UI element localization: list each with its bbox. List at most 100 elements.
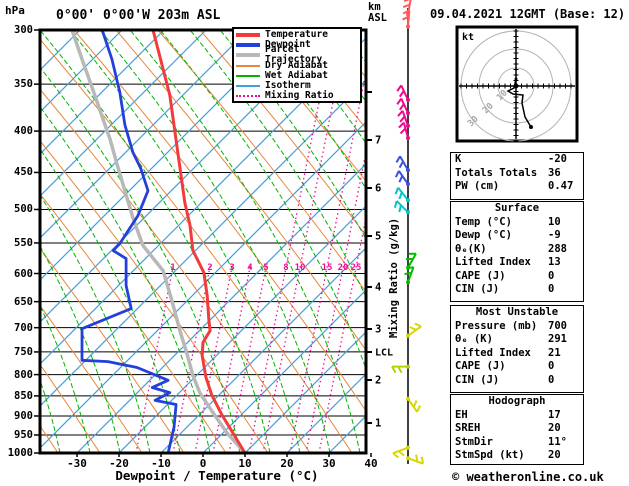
stat-value: 36 <box>548 166 561 179</box>
legend-swatch-dewpoint <box>236 43 260 48</box>
km-axis-label: 1 <box>375 418 381 430</box>
x-axis-caption: Dewpoint / Temperature (°C) <box>115 468 319 483</box>
wet-adiabat-line <box>40 304 91 453</box>
wind-barb-base-dot <box>406 123 410 128</box>
wind-barb <box>392 445 410 459</box>
stat-value: 20 <box>548 422 561 434</box>
wind-barb-feather <box>402 15 410 21</box>
wind-barb-base-dot <box>406 168 410 173</box>
stat-label: CIN (J) <box>455 373 500 386</box>
legend-label: Parcel Trajectory <box>265 44 323 66</box>
stat-value: 291 <box>548 333 567 345</box>
stat-row: K -20 <box>451 153 583 167</box>
pressure-axis-label: 500 <box>14 203 33 216</box>
dry-adiabat-line <box>73 30 366 412</box>
stat-label: StmDir <box>455 435 493 448</box>
stat-label: Dewp (°C) <box>455 229 512 241</box>
wind-barb-base-dot <box>406 136 410 141</box>
legend-label: Wet Adiabat <box>265 69 328 81</box>
isotherm-line <box>40 30 123 113</box>
stat-value: 21 <box>548 346 561 359</box>
wind-barb-feather <box>392 452 399 459</box>
wind-barb-feather <box>398 161 404 169</box>
wind-barb-feather <box>398 121 405 129</box>
mixing-ratio-line <box>172 264 212 453</box>
surface-box: Surface Temp (°C) 10 Dewp (°C) -9 θₑ(K) 288 Li… <box>450 201 584 302</box>
wind-barb-base-dot <box>406 280 410 285</box>
wet-adiabat-line <box>40 105 211 453</box>
wind-barb-base-dot <box>406 24 410 29</box>
pressure-axis-label: 950 <box>14 428 33 441</box>
legend-swatch-temperature <box>236 33 260 38</box>
wind-barb <box>398 121 410 141</box>
wind-barb-base-dot <box>406 198 410 203</box>
wind-barb-shaft <box>407 266 415 283</box>
wind-barb <box>406 396 422 413</box>
stat-row: Lifted Index 21 <box>451 347 583 361</box>
wind-barb-shaft <box>407 325 422 337</box>
isotherm-line <box>244 331 366 453</box>
km-axis-label: 5 <box>375 231 381 243</box>
lcl-label: LCL <box>375 348 393 359</box>
stat-value: 20 <box>548 449 561 461</box>
mixing-ratio-value-label: 5 <box>263 263 268 273</box>
wind-barb-feather <box>399 90 405 98</box>
km-axis-label: 4 <box>375 282 381 294</box>
hodograph-origin-dot <box>513 83 519 89</box>
stat-label: Lifted Index <box>455 256 531 268</box>
km-axis-label: 3 <box>375 324 381 336</box>
wind-barb-shaft <box>407 253 417 269</box>
dry-adiabat-line <box>40 38 353 453</box>
pressure-axis-label: 600 <box>14 267 33 280</box>
stat-row: Pressure (mb) 700 <box>451 320 583 334</box>
isotherm-line <box>202 289 366 453</box>
wind-barb-shaft <box>407 10 411 27</box>
isotherm-line <box>286 373 366 453</box>
stat-row: EH 17 <box>451 409 583 423</box>
stat-label: CAPE (J) <box>455 269 506 282</box>
wind-barb-feather <box>398 175 404 183</box>
temp-axis-label: 20 <box>280 457 294 470</box>
stat-value: 13 <box>548 256 561 268</box>
wind-barb-feather <box>398 192 403 200</box>
km-axis-label: 2 <box>375 375 381 387</box>
wind-barb-feather <box>402 9 410 15</box>
pressure-axis-label: 750 <box>14 345 33 358</box>
stat-value: 17 <box>548 408 561 421</box>
legend-item: Dewpoint <box>236 40 360 50</box>
wind-barb <box>406 454 425 465</box>
pressure-axis-label: 350 <box>14 78 33 91</box>
temp-axis-label: -10 <box>151 457 171 470</box>
stat-row: StmDir 11° <box>451 436 583 450</box>
legend-label: Mixing Ratio <box>265 90 334 102</box>
temp-axis-label: -20 <box>109 457 129 470</box>
wind-barb-feather <box>394 170 400 178</box>
stat-row: CAPE (J) 0 <box>451 360 583 374</box>
most-unstable-box-title: Most Unstable <box>475 306 559 318</box>
pressure-axis-label: 450 <box>14 166 33 179</box>
wind-barb-feather <box>396 97 403 105</box>
stat-label: SREH <box>455 422 481 434</box>
stat-value: 10 <box>548 215 561 228</box>
hodograph-unit-label: kt <box>462 32 474 43</box>
mixing-ratio-line <box>194 264 234 453</box>
pressure-axis-label: 650 <box>14 295 33 308</box>
stat-value: 0 <box>548 269 555 282</box>
wind-barb-base-dot <box>406 333 410 338</box>
isotherm-line <box>40 30 165 155</box>
legend-item: Wet Adiabat <box>236 69 360 81</box>
wind-barb-feather <box>404 271 412 276</box>
temp-axis-label: -30 <box>67 457 87 470</box>
wind-barb <box>395 155 410 173</box>
hodograph-trace-end-dot <box>529 125 533 129</box>
isotherm-line <box>76 163 366 453</box>
copyright-credit: © weatheronline.co.uk <box>452 470 604 484</box>
legend-item: Isotherm <box>236 81 360 91</box>
pressure-unit-label: hPa <box>5 4 25 17</box>
wind-barb-feather <box>398 450 405 457</box>
legend: Temperature Dewpoint Parcel Trajectory Dry … <box>232 27 362 103</box>
legend-swatch-dry-adiabat <box>236 64 260 67</box>
stat-label: Pressure (mb) <box>455 319 538 332</box>
stat-label: CAPE (J) <box>455 360 506 372</box>
